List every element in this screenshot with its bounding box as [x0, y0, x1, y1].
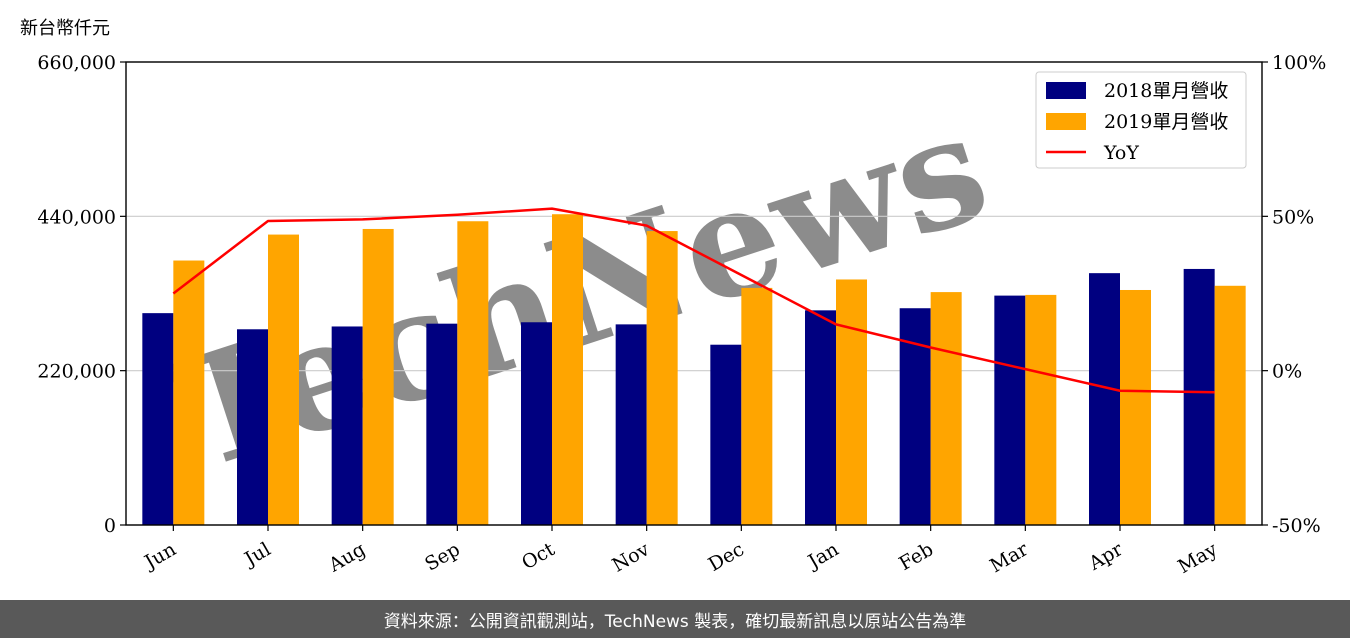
chart: TechNews 0220,000440,000660,000-50%0%50%… — [37, 52, 1326, 578]
x-tick-label: Jul — [239, 538, 274, 571]
legend: 2018單月營收 2019單月營收 YoY — [1035, 71, 1247, 169]
bar-2019 — [646, 231, 678, 525]
bar-2018 — [710, 344, 742, 525]
right-tick-label: -50% — [1272, 515, 1321, 537]
bar-2018 — [994, 295, 1026, 525]
left-tick-label: 440,000 — [37, 206, 116, 228]
legend-swatch — [1046, 113, 1086, 130]
left-tick-label: 220,000 — [37, 361, 116, 383]
unit-label: 新台幣仟元 — [20, 18, 110, 39]
x-tick-label: Apr — [1084, 538, 1127, 575]
legend-swatch — [1046, 82, 1086, 99]
x-tick-label: Aug — [324, 538, 369, 577]
right-tick-label: 100% — [1272, 52, 1326, 74]
bar-2018 — [142, 313, 174, 525]
left-tick-label: 660,000 — [37, 52, 116, 74]
bar-2019 — [457, 221, 489, 525]
right-tick-label: 50% — [1272, 206, 1314, 228]
bar-2018 — [1183, 268, 1215, 525]
left-tick-label: 0 — [104, 515, 116, 537]
bar-2018 — [805, 310, 836, 525]
legend-label: 2019單月營收 — [1104, 111, 1228, 133]
legend-label: YoY — [1103, 142, 1139, 164]
x-tick-label: Dec — [705, 538, 748, 576]
x-tick-label: Jan — [803, 538, 843, 574]
bar-2018 — [1089, 273, 1120, 525]
bar-2019 — [268, 234, 299, 525]
source-footer: 資料來源：公開資訊觀測站，TechNews 製表，確切最新訊息以原站公告為準 — [0, 600, 1350, 638]
bars — [142, 214, 1246, 525]
x-tick-label: May — [1174, 538, 1221, 578]
yoy-line — [172, 207, 1215, 394]
x-tick-label: Nov — [609, 538, 654, 577]
bar-2018 — [237, 329, 268, 525]
bar-2018 — [331, 326, 363, 525]
bar-2019 — [362, 228, 394, 525]
bar-2019 — [173, 260, 205, 525]
right-tick-label: 0% — [1272, 361, 1302, 383]
bar-2019 — [741, 287, 773, 525]
bar-2018 — [426, 323, 458, 525]
bar-2019 — [1120, 289, 1151, 525]
bar-2019 — [1025, 294, 1057, 525]
bar-2019 — [552, 214, 583, 525]
bar-2019 — [1214, 285, 1246, 525]
x-tick-label: Oct — [518, 538, 559, 574]
legend-label: 2018單月營收 — [1104, 80, 1228, 102]
x-tick-label: Feb — [895, 538, 937, 575]
bar-2018 — [615, 324, 647, 525]
bar-2019 — [930, 292, 962, 525]
plot-frame — [125, 61, 1263, 526]
yoy-line-group — [172, 207, 1215, 394]
x-tick-label: Sep — [421, 538, 464, 575]
x-tick-label: Jun — [139, 538, 180, 574]
x-tick-label: Mar — [986, 538, 1032, 577]
bar-2018 — [521, 322, 552, 525]
bar-2019 — [836, 279, 867, 525]
legend-box — [1035, 71, 1247, 169]
